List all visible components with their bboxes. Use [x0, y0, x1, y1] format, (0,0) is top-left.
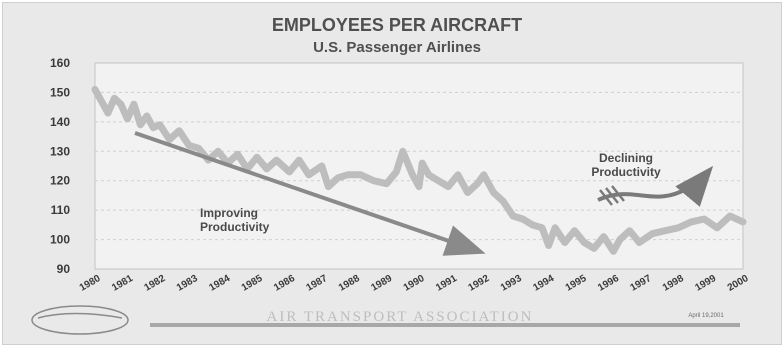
x-tick-label: 1985	[240, 273, 265, 294]
x-tick-label: 1988	[337, 273, 362, 294]
x-tick-label: 1999	[693, 273, 718, 294]
x-tick-label: 1992	[467, 273, 492, 294]
x-tick-label: 1980	[78, 273, 103, 294]
x-tick-label: 1996	[596, 273, 621, 294]
series-line	[91, 86, 747, 255]
x-tick-label: 1991	[434, 273, 459, 294]
annotation-declining-line1: Declining	[599, 151, 653, 165]
x-axis-ticks: 1980 1981 1982 1983 1984 1985 1986 1987 1988 1989…	[78, 273, 751, 294]
x-tick-label: 1981	[110, 273, 135, 294]
chart-title: EMPLOYEES PER AIRCRAFT	[272, 15, 522, 35]
y-tick-label: 90	[57, 262, 71, 276]
y-tick-label: 160	[50, 56, 70, 70]
series-group	[91, 86, 747, 255]
y-tick-label: 110	[51, 203, 71, 217]
annotation-declining-line2: Productivity	[591, 165, 661, 179]
declining-arrow	[597, 165, 714, 207]
x-tick-label: 1990	[402, 273, 427, 294]
x-tick-label: 1982	[143, 273, 168, 294]
y-tick-label: 150	[50, 85, 70, 99]
x-tick-label: 1995	[564, 273, 589, 294]
x-tick-label: 1993	[499, 273, 524, 294]
x-tick-label: 2000	[726, 273, 751, 294]
y-tick-label: 130	[50, 144, 70, 158]
annotation-improving-line1: Improving	[200, 206, 258, 220]
y-tick-label: 120	[50, 174, 70, 188]
x-tick-label: 1983	[175, 273, 200, 294]
y-tick-label: 140	[50, 115, 70, 129]
improving-arrow	[134, 131, 486, 256]
annotation-improving-line2: Productivity	[200, 220, 270, 234]
gridlines	[95, 91, 743, 241]
x-tick-label: 1994	[531, 273, 556, 294]
y-tick-label: 100	[50, 233, 70, 247]
declining-arrow-fletching	[599, 185, 625, 206]
x-tick-label: 1986	[272, 273, 297, 294]
chart-subtitle: U.S. Passenger Airlines	[313, 39, 481, 56]
x-tick-label: 1987	[305, 273, 330, 294]
y-axis-ticks: 160 150 140 130 120 110 100 90	[50, 56, 70, 276]
ata-logo	[31, 305, 129, 335]
footer-organization: AIR TRANSPORT ASSOCIATION	[267, 309, 534, 325]
x-tick-label: 1989	[369, 273, 394, 294]
x-tick-label: 1997	[629, 273, 654, 294]
x-tick-label: 1998	[661, 273, 686, 294]
x-tick-label: 1984	[207, 273, 232, 294]
footer-date: April 19,2001	[688, 313, 724, 319]
